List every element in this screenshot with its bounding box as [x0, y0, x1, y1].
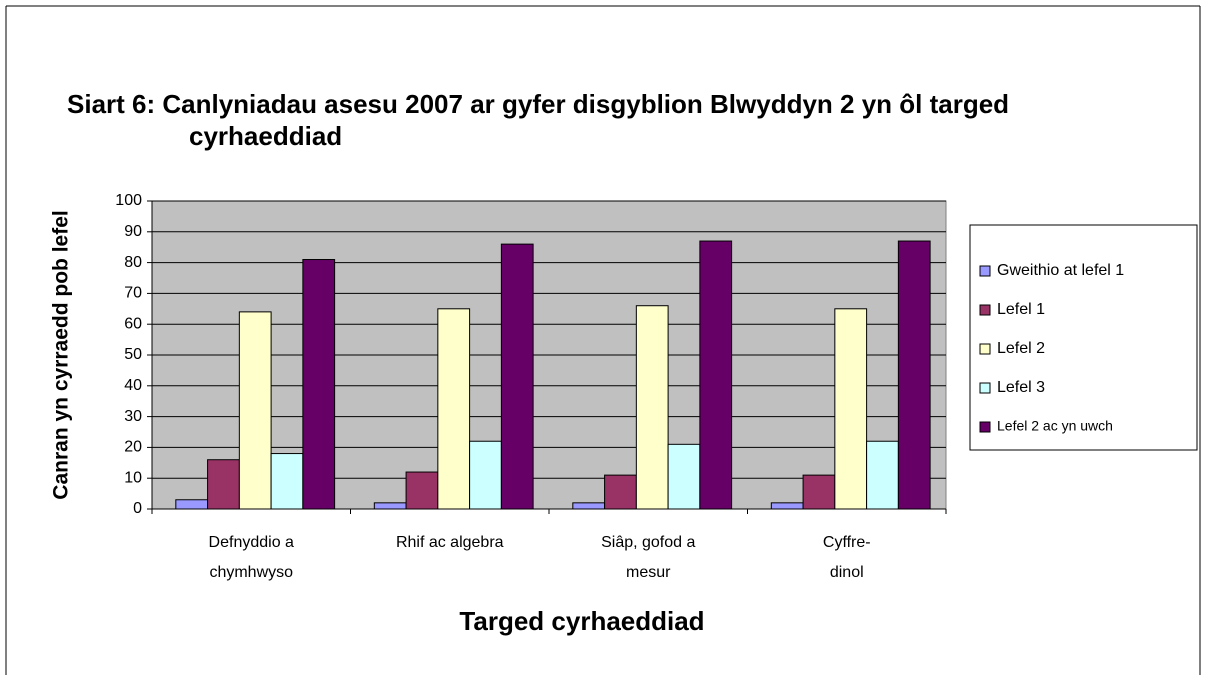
y-tick-label: 0 [133, 500, 142, 517]
bar [405, 471, 439, 510]
y-tick-label: 30 [124, 408, 142, 425]
x-axis-label: Targed cyrhaeddiad [459, 606, 705, 636]
bar [302, 259, 336, 510]
legend-swatch [979, 382, 991, 394]
y-tick-label: 10 [124, 469, 142, 486]
bar [604, 474, 637, 510]
y-tick-label: 60 [124, 315, 142, 332]
bar [866, 440, 899, 510]
y-tick-label: 80 [124, 254, 142, 271]
y-axis-label: Canran yn cyrraedd pob lefel [50, 210, 73, 499]
x-tick-label: Siâp, gofod a mesur [601, 534, 696, 581]
x-tick-label: Cyffre- dinol [822, 534, 871, 581]
bar [802, 474, 836, 510]
y-tick-label: 40 [124, 377, 142, 394]
legend-swatch [979, 304, 991, 316]
bar [770, 502, 804, 510]
bar [699, 240, 733, 510]
y-tick-label: 70 [124, 285, 142, 302]
x-tick-label: Rhif ac algebra [395, 534, 504, 551]
legend-label: Lefel 3 [997, 379, 1045, 396]
legend-swatch [979, 343, 991, 355]
bar [834, 308, 868, 510]
chart-title: Siart 6: Canlyniadau asesu 2007 ar gyfer… [67, 89, 1010, 151]
bar [572, 502, 606, 510]
bar [270, 453, 304, 510]
bar [635, 305, 669, 510]
legend-swatch [979, 421, 991, 433]
y-tick-label: 20 [124, 439, 142, 456]
bar [897, 240, 931, 510]
y-tick-label: 100 [115, 192, 142, 209]
y-tick-label: 90 [124, 223, 142, 240]
legend-label: Lefel 1 [997, 301, 1045, 318]
bar [437, 308, 471, 510]
bar [667, 443, 701, 510]
bar [373, 502, 407, 510]
bar [207, 459, 240, 510]
bar [175, 499, 209, 510]
bar [238, 311, 272, 510]
legend-label: Gweithio at lefel 1 [997, 262, 1124, 279]
legend-box [969, 224, 1198, 451]
legend-label: Lefel 2 [997, 340, 1045, 357]
y-tick-label: 50 [124, 346, 142, 363]
bar [469, 440, 502, 510]
bar [500, 243, 534, 510]
legend-label: Lefel 2 ac yn uwch [997, 418, 1113, 434]
legend-swatch [979, 265, 991, 277]
x-tick-label: Defnyddio a chymhwyso [208, 534, 294, 581]
